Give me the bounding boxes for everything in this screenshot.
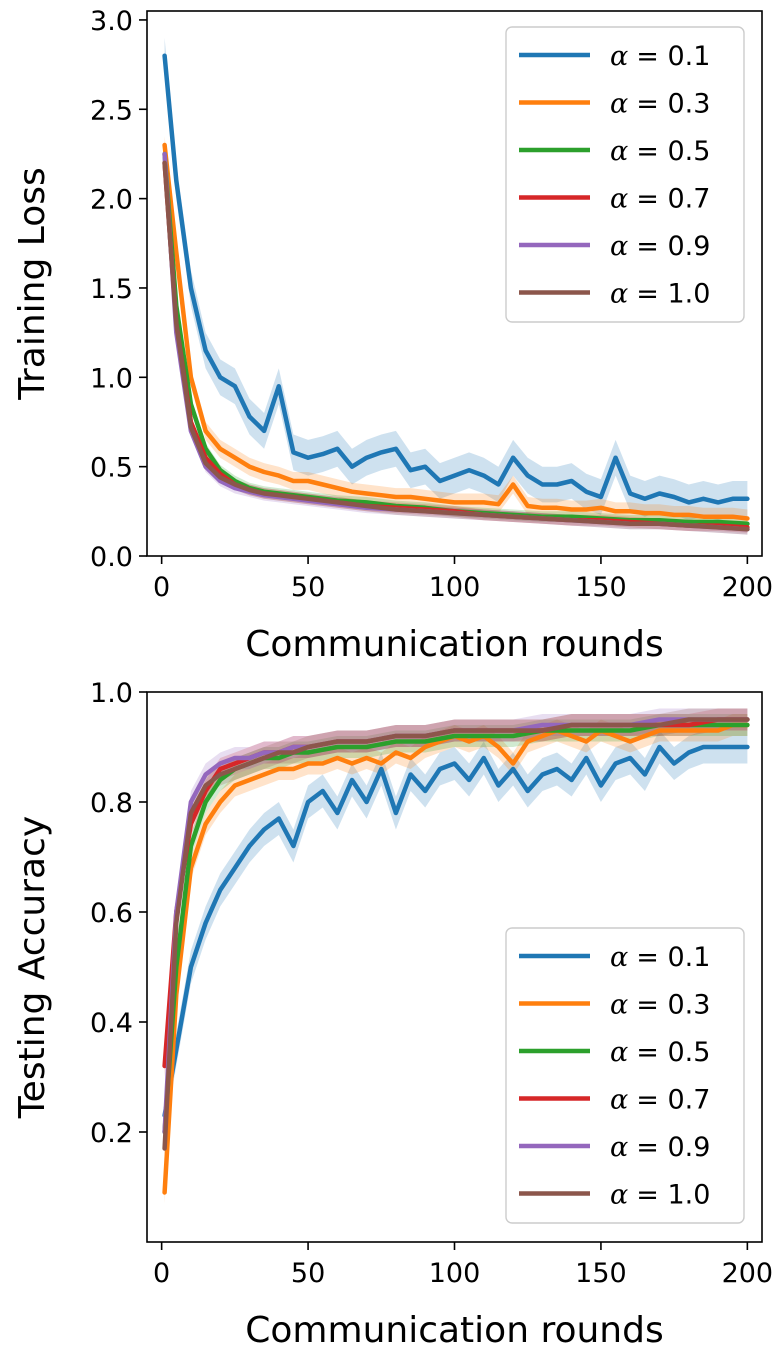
legend-label: α = 0.5: [610, 136, 710, 167]
series-line-1: [162, 142, 750, 521]
legend-label: α = 0.7: [610, 1085, 710, 1116]
x-tick-label: 100: [429, 572, 481, 603]
x-tick-label: 0: [153, 1258, 170, 1289]
x-tick-label: 150: [575, 572, 627, 603]
testing-accuracy-panel: 0 50 100 150 200 0.2 0.4 0.6 0.8 1.0 Communication…: [12, 678, 773, 1351]
y-tick-label: 0.0: [90, 542, 133, 573]
x-tick-label: 200: [722, 1258, 774, 1289]
y-tick-label: 0.6: [90, 898, 133, 929]
legend-label: α = 0.3: [610, 89, 710, 120]
x-axis-label: Communication rounds: [245, 1310, 663, 1351]
series-line-2: [162, 722, 750, 1135]
legend-label: α = 0.9: [610, 231, 710, 262]
y-tick-label: 0.2: [90, 1118, 133, 1149]
legend-label: α = 0.3: [610, 990, 710, 1021]
legend-item: α = 0.7: [519, 184, 710, 215]
legend-item: α = 0.3: [519, 990, 710, 1021]
series-band-4: [164, 708, 748, 1143]
legend-item: α = 0.9: [519, 1132, 710, 1163]
legend-label: α = 1.0: [610, 1180, 710, 1211]
x-axis-label: Communication rounds: [245, 624, 663, 665]
series-line-5: [162, 160, 750, 532]
y-tick-label: 3.0: [90, 6, 133, 37]
legend-item: α = 1.0: [519, 1180, 710, 1211]
legend-label: α = 0.7: [610, 184, 710, 215]
x-tick-label: 50: [291, 572, 325, 603]
legend-label: α = 0.5: [610, 1037, 710, 1068]
legend-item: α = 0.5: [519, 1037, 710, 1068]
y-tick-label: 0.5: [90, 453, 133, 484]
legend-item: α = 0.9: [519, 231, 710, 262]
legend-item: α = 1.0: [519, 279, 710, 310]
series-line-0: [162, 53, 750, 505]
plot-area: [162, 37, 750, 535]
legend-item: α = 0.1: [519, 942, 710, 973]
legend-item: α = 0.5: [519, 136, 710, 167]
y-tick-label: 0.8: [90, 788, 133, 819]
legend-label: α = 0.1: [610, 942, 710, 973]
y-axis-label: Training Loss: [12, 167, 53, 400]
x-tick-label: 100: [429, 1258, 481, 1289]
y-axis-label: Testing Accuracy: [12, 816, 53, 1119]
y-tick-label: 1.0: [90, 678, 133, 709]
training-loss-panel: 0 50 100 150 200 0.0 0.5 1.0 1.5 2.0 2.5 3.0 Communi…: [12, 6, 773, 665]
x-tick-label: 150: [575, 1258, 627, 1289]
x-tick-label: 0: [153, 572, 170, 603]
y-tick-label: 2.0: [90, 185, 133, 216]
y-tick-label: 0.4: [90, 1008, 133, 1039]
legend: α = 0.1 α = 0.3 α = 0.5 α = 0.7 α = 0.9 α = 1.0: [505, 927, 745, 1224]
x-tick-label: 50: [291, 1258, 325, 1289]
x-tick-label: 200: [722, 572, 774, 603]
legend-label: α = 0.1: [610, 41, 710, 72]
plot-area: [162, 708, 750, 1204]
legend-item: α = 0.7: [519, 1085, 710, 1116]
series-line-5: [162, 717, 750, 1151]
y-tick-label: 1.5: [90, 274, 133, 305]
legend-label: α = 1.0: [610, 279, 710, 310]
legend-label: α = 0.9: [610, 1132, 710, 1163]
legend-item: α = 0.3: [519, 89, 710, 120]
legend-item: α = 0.1: [519, 41, 710, 72]
y-tick-label: 1.0: [90, 363, 133, 394]
series-line-0: [162, 744, 750, 1118]
legend: α = 0.1 α = 0.3 α = 0.5 α = 0.7 α = 0.9 α = 1.0: [505, 26, 745, 323]
y-tick-label: 2.5: [90, 95, 133, 126]
